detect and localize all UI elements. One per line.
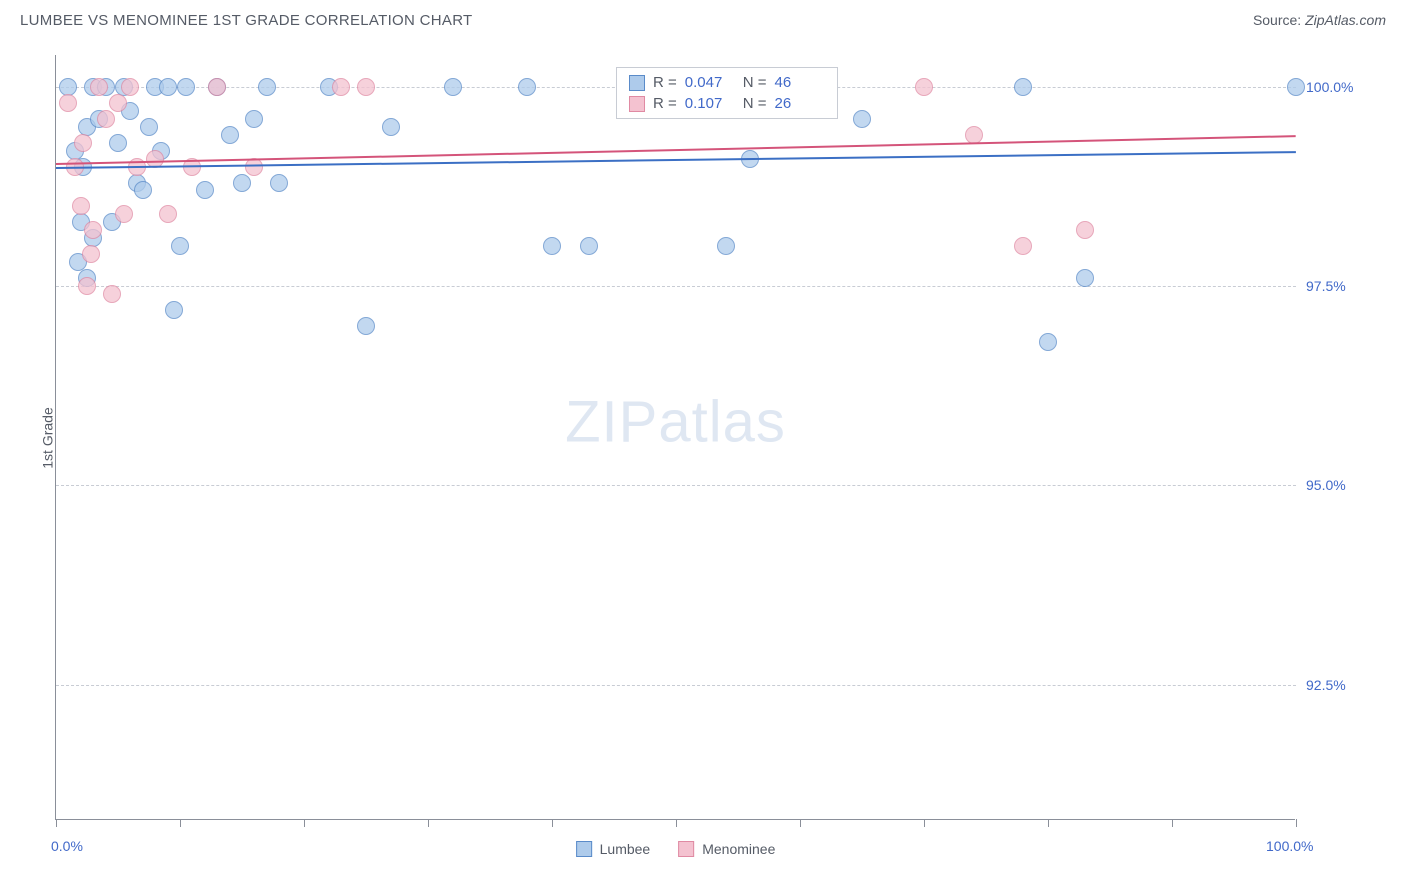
data-point (1076, 221, 1094, 239)
x-tick-label: 0.0% (51, 838, 83, 854)
legend: Lumbee Menominee (576, 841, 776, 857)
data-point (109, 94, 127, 112)
r-value: 0.107 (685, 95, 735, 112)
stats-box: R = 0.047 N = 46 R = 0.107 N = 26 (616, 67, 838, 119)
data-point (59, 94, 77, 112)
x-tick (552, 819, 553, 827)
legend-label: Lumbee (600, 841, 651, 857)
stats-row: R = 0.107 N = 26 (629, 95, 825, 112)
data-point (518, 78, 536, 96)
data-point (965, 126, 983, 144)
watermark: ZIPatlas (565, 388, 786, 455)
source-prefix: Source: (1253, 12, 1305, 28)
x-tick (304, 819, 305, 827)
data-point (1287, 78, 1305, 96)
data-point (382, 118, 400, 136)
data-point (165, 301, 183, 319)
series-swatch (629, 96, 645, 112)
y-tick-label: 92.5% (1306, 677, 1371, 693)
x-tick (180, 819, 181, 827)
n-value: 46 (775, 74, 825, 91)
data-point (245, 110, 263, 128)
legend-swatch (678, 841, 694, 857)
y-tick-label: 95.0% (1306, 477, 1371, 493)
data-point (1014, 237, 1032, 255)
data-point (177, 78, 195, 96)
data-point (90, 78, 108, 96)
data-point (208, 78, 226, 96)
r-label: R = (653, 74, 677, 91)
data-point (84, 221, 102, 239)
series-swatch (629, 75, 645, 91)
x-tick (1048, 819, 1049, 827)
data-point (580, 237, 598, 255)
data-point (233, 174, 251, 192)
data-point (543, 237, 561, 255)
data-point (159, 205, 177, 223)
x-tick (56, 819, 57, 827)
data-point (717, 237, 735, 255)
y-axis-label: 1st Grade (40, 407, 56, 468)
x-tick (924, 819, 925, 827)
x-tick (428, 819, 429, 827)
source-attribution: Source: ZipAtlas.com (1253, 12, 1386, 29)
data-point (270, 174, 288, 192)
stats-row: R = 0.047 N = 46 (629, 74, 825, 91)
n-label: N = (743, 74, 767, 91)
data-point (1039, 333, 1057, 351)
data-point (140, 118, 158, 136)
gridline-h (56, 286, 1296, 287)
n-value: 26 (775, 95, 825, 112)
data-point (196, 181, 214, 199)
data-point (74, 134, 92, 152)
legend-item: Menominee (678, 841, 775, 857)
legend-item: Lumbee (576, 841, 651, 857)
data-point (103, 285, 121, 303)
data-point (134, 181, 152, 199)
data-point (915, 78, 933, 96)
data-point (258, 78, 276, 96)
n-label: N = (743, 95, 767, 112)
data-point (221, 126, 239, 144)
y-tick-label: 97.5% (1306, 278, 1371, 294)
x-tick (1296, 819, 1297, 827)
chart-title: LUMBEE VS MENOMINEE 1ST GRADE CORRELATIO… (20, 12, 473, 29)
data-point (171, 237, 189, 255)
data-point (97, 110, 115, 128)
x-tick (1172, 819, 1173, 827)
data-point (357, 317, 375, 335)
r-label: R = (653, 95, 677, 112)
gridline-h (56, 485, 1296, 486)
r-value: 0.047 (685, 74, 735, 91)
data-point (72, 197, 90, 215)
watermark-bold: ZIP (565, 389, 658, 454)
chart-container: ZIPatlas 92.5%95.0%97.5%100.0%0.0%100.0%… (55, 55, 1368, 820)
data-point (444, 78, 462, 96)
x-tick (676, 819, 677, 827)
watermark-light: atlas (658, 389, 786, 454)
data-point (357, 78, 375, 96)
source-name: ZipAtlas.com (1305, 12, 1386, 28)
x-tick (800, 819, 801, 827)
data-point (1014, 78, 1032, 96)
legend-label: Menominee (702, 841, 775, 857)
gridline-h (56, 685, 1296, 686)
data-point (82, 245, 100, 263)
y-tick-label: 100.0% (1306, 79, 1371, 95)
data-point (159, 78, 177, 96)
data-point (1076, 269, 1094, 287)
data-point (332, 78, 350, 96)
data-point (115, 205, 133, 223)
data-point (121, 78, 139, 96)
data-point (853, 110, 871, 128)
legend-swatch (576, 841, 592, 857)
data-point (109, 134, 127, 152)
chart-header: LUMBEE VS MENOMINEE 1ST GRADE CORRELATIO… (0, 0, 1406, 37)
data-point (78, 277, 96, 295)
plot-area: ZIPatlas 92.5%95.0%97.5%100.0%0.0%100.0%… (55, 55, 1295, 820)
x-tick-label: 100.0% (1266, 838, 1313, 854)
